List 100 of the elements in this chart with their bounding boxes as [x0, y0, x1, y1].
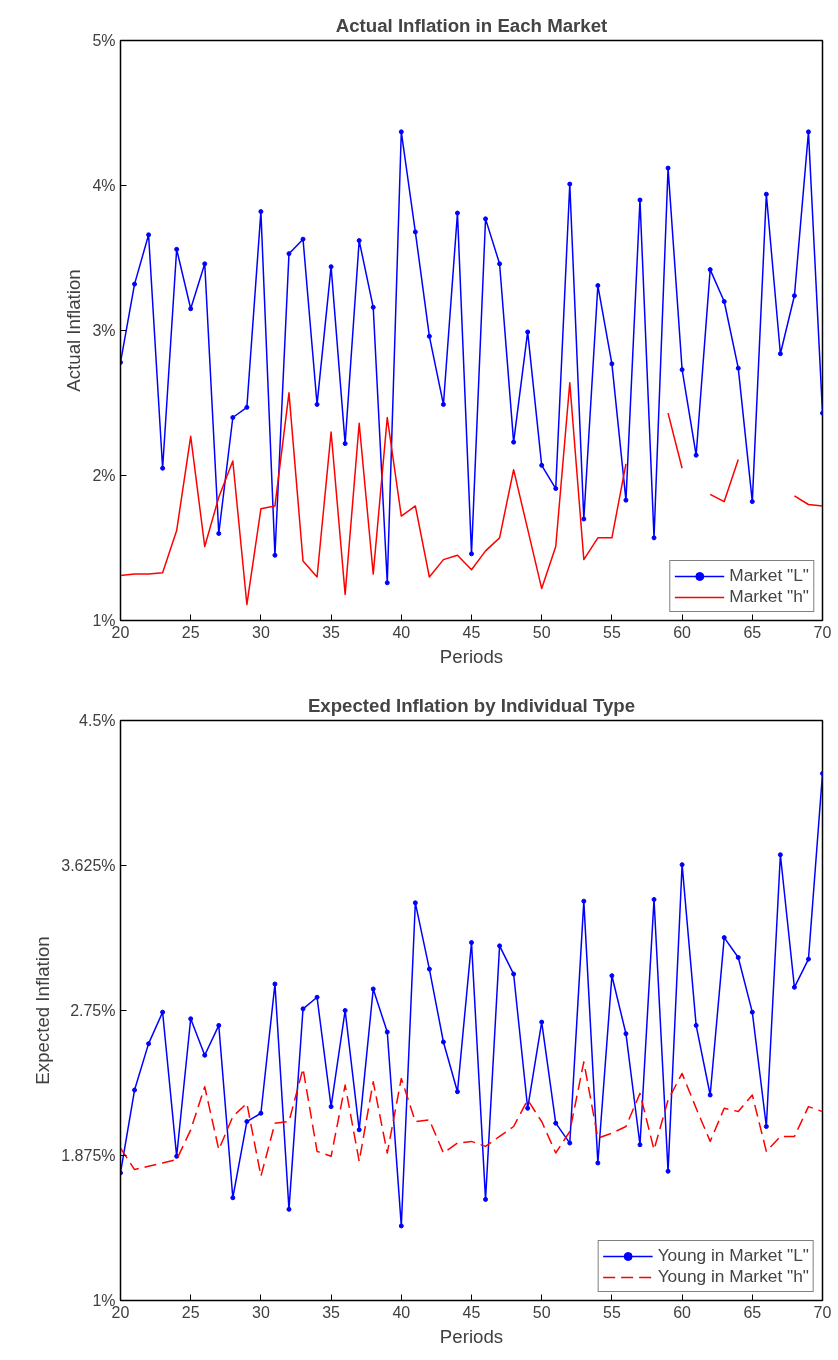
point — [791, 293, 797, 299]
point — [805, 129, 811, 135]
point — [174, 1153, 180, 1159]
x-tick-label: 40 — [392, 623, 411, 641]
point — [749, 499, 755, 505]
point — [581, 898, 587, 904]
point — [707, 267, 713, 273]
point — [188, 306, 194, 312]
point — [721, 299, 727, 304]
point — [567, 181, 573, 187]
point — [539, 1019, 545, 1025]
point — [174, 246, 180, 252]
x-tick-label: 50 — [532, 1303, 551, 1321]
point — [721, 935, 727, 941]
chart-title: Actual Inflation in Each Market — [335, 14, 608, 36]
x-tick-label: 60 — [673, 623, 692, 641]
point — [272, 552, 278, 558]
point — [300, 1006, 306, 1012]
x-tick-label: 25 — [181, 1303, 200, 1321]
point — [146, 1041, 152, 1047]
point — [539, 462, 545, 468]
x-tick-label: 40 — [392, 1303, 411, 1321]
point — [328, 1104, 334, 1110]
x-tick-label: 50 — [532, 623, 551, 641]
point — [581, 516, 587, 522]
x-axis-title: Periods — [439, 645, 504, 667]
x-tick-label: 45 — [462, 1303, 481, 1321]
point — [763, 191, 769, 197]
point — [314, 994, 320, 1000]
x-tick-label: 60 — [673, 1303, 692, 1321]
point — [244, 1119, 250, 1125]
point — [370, 304, 376, 310]
point — [454, 1089, 460, 1095]
x-tick-label: 35 — [322, 1303, 341, 1321]
point — [637, 197, 643, 203]
point — [132, 1087, 138, 1093]
x-axis-title: Periods — [439, 1325, 504, 1347]
x-tick-label: 70 — [813, 1303, 832, 1321]
point — [609, 361, 615, 367]
point — [609, 973, 615, 979]
point — [342, 1008, 348, 1013]
point — [384, 580, 390, 586]
point — [356, 238, 362, 244]
point — [188, 1016, 194, 1022]
legend-label: Market "L" — [729, 565, 809, 586]
point — [146, 232, 152, 238]
point — [398, 1223, 404, 1229]
x-tick-label: 65 — [743, 623, 762, 641]
point — [469, 940, 474, 946]
point — [735, 365, 741, 371]
point — [342, 441, 348, 447]
x-tick-label: 35 — [322, 623, 341, 641]
point — [525, 329, 531, 335]
point — [398, 129, 404, 135]
point — [777, 351, 783, 357]
y-tick-label: 2.75% — [70, 1002, 116, 1019]
line-series — [120, 1061, 823, 1177]
point — [651, 535, 657, 541]
y-axis-title: Expected Inflation — [32, 936, 54, 1085]
point — [735, 954, 741, 960]
point — [230, 415, 236, 420]
point — [370, 986, 376, 992]
point — [244, 404, 250, 410]
point — [805, 956, 811, 962]
legend-label: Market "h" — [729, 586, 809, 607]
point — [777, 852, 783, 858]
point — [300, 236, 306, 242]
x-tick-label: 55 — [603, 1303, 621, 1321]
y-axis-title: Actual Inflation — [63, 269, 85, 392]
point — [202, 261, 208, 267]
point — [763, 1124, 769, 1129]
x-tick-label: 30 — [252, 1303, 270, 1321]
point — [469, 551, 474, 557]
point — [637, 1142, 643, 1148]
point — [230, 1195, 236, 1201]
point — [356, 1127, 362, 1133]
point — [258, 209, 264, 215]
x-tick-label: 25 — [181, 623, 200, 641]
point — [412, 229, 418, 235]
y-tick-label: 4% — [92, 177, 116, 194]
point — [749, 1009, 755, 1015]
y-tick-label: 5% — [92, 32, 116, 49]
y-tick-label: 2% — [92, 467, 116, 484]
chart-title: Expected Inflation by Individual Type — [307, 694, 636, 716]
point — [426, 333, 432, 339]
point — [525, 1105, 531, 1111]
legend-label: Young in Market "h" — [657, 1266, 809, 1287]
point — [384, 1029, 390, 1035]
point — [679, 367, 685, 373]
x-tick-label: 30 — [252, 623, 270, 641]
point — [160, 1009, 166, 1015]
point — [693, 1022, 699, 1028]
point — [426, 966, 432, 972]
y-tick-label: 3% — [92, 322, 116, 339]
point — [258, 1110, 264, 1116]
point — [440, 1039, 446, 1045]
point — [497, 943, 503, 949]
point — [328, 264, 334, 270]
point — [595, 1160, 601, 1166]
x-tick-label: 65 — [743, 1303, 762, 1321]
